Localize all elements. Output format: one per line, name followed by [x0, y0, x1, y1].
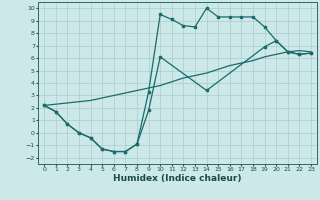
X-axis label: Humidex (Indice chaleur): Humidex (Indice chaleur)	[113, 174, 242, 183]
